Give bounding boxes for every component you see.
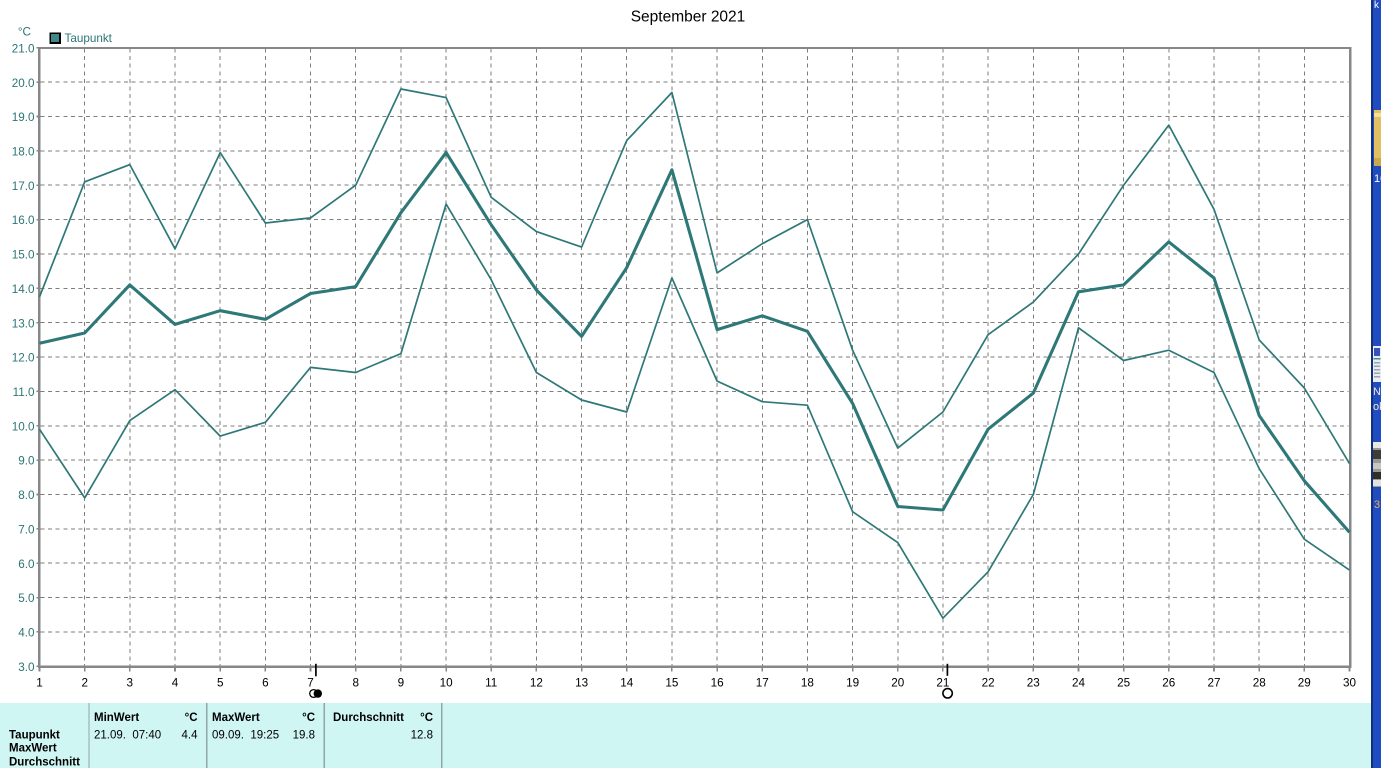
svg-text:21: 21	[936, 677, 949, 690]
svg-text:9.0: 9.0	[18, 455, 35, 468]
svg-text:10: 10	[1374, 173, 1381, 185]
svg-text:09.09. 19:25: 09.09. 19:25	[212, 730, 279, 742]
svg-text:12: 12	[530, 677, 543, 690]
svg-text:12.8: 12.8	[411, 730, 433, 742]
svg-text:16.0: 16.0	[12, 214, 35, 227]
svg-text:28: 28	[1253, 677, 1266, 690]
svg-text:6.0: 6.0	[18, 558, 35, 571]
svg-text:°C: °C	[420, 712, 433, 724]
svg-text:MaxWert: MaxWert	[212, 712, 260, 724]
svg-text:22: 22	[982, 677, 995, 690]
svg-text:12.0: 12.0	[12, 352, 35, 365]
svg-text:25: 25	[1117, 677, 1131, 690]
svg-text:10: 10	[440, 677, 454, 690]
svg-text:Durchschnitt: Durchschnitt	[9, 757, 80, 768]
svg-text:17: 17	[756, 677, 769, 690]
svg-text:17.0: 17.0	[12, 180, 35, 193]
svg-text:14: 14	[620, 677, 634, 690]
svg-text:27: 27	[1207, 677, 1220, 690]
svg-text:30: 30	[1343, 677, 1357, 690]
svg-text:18.0: 18.0	[12, 146, 35, 159]
svg-text:°C: °C	[185, 712, 198, 724]
svg-text:3: 3	[127, 677, 134, 690]
svg-text:20: 20	[891, 677, 905, 690]
svg-text:°C: °C	[302, 712, 315, 724]
svg-text:5: 5	[217, 677, 224, 690]
svg-text:11.0: 11.0	[13, 386, 35, 399]
svg-text:Taupunkt: Taupunkt	[65, 32, 113, 45]
svg-text:3.0: 3.0	[18, 661, 35, 674]
svg-text:5.0: 5.0	[18, 592, 35, 605]
svg-text:MinWert: MinWert	[94, 712, 139, 724]
svg-text:1: 1	[36, 677, 43, 690]
svg-text:°C: °C	[18, 26, 31, 39]
svg-text:19.8: 19.8	[293, 730, 315, 742]
svg-text:ok: ok	[1373, 401, 1381, 413]
svg-text:21.09. 07:40: 21.09. 07:40	[94, 730, 161, 742]
svg-text:k: k	[1374, 0, 1380, 11]
svg-text:18: 18	[801, 677, 814, 690]
svg-text:N: N	[1373, 386, 1381, 398]
svg-text:4: 4	[172, 677, 179, 690]
svg-text:11: 11	[485, 677, 497, 690]
svg-text:8: 8	[352, 677, 359, 690]
svg-text:7.0: 7.0	[18, 524, 35, 537]
svg-text:Taupunkt: Taupunkt	[9, 730, 60, 742]
svg-text:29: 29	[1298, 677, 1311, 690]
svg-text:23: 23	[1027, 677, 1040, 690]
svg-text:13.0: 13.0	[12, 317, 35, 330]
svg-text:13: 13	[575, 677, 588, 690]
svg-text:MaxWert: MaxWert	[9, 743, 57, 755]
svg-text:20.0: 20.0	[12, 77, 35, 90]
svg-text:2: 2	[81, 677, 88, 690]
svg-text:7: 7	[307, 677, 314, 690]
svg-text:15.0: 15.0	[12, 249, 35, 262]
svg-text:19.0: 19.0	[12, 111, 35, 124]
svg-text:6: 6	[262, 677, 269, 690]
svg-text:8.0: 8.0	[18, 489, 35, 502]
svg-text:24: 24	[1072, 677, 1086, 690]
svg-text:26: 26	[1162, 677, 1175, 690]
svg-text:10.0: 10.0	[12, 420, 35, 433]
svg-text:14.0: 14.0	[12, 283, 35, 296]
svg-text:4.0: 4.0	[18, 627, 35, 640]
svg-text:9: 9	[398, 677, 405, 690]
svg-text:21.0: 21.0	[12, 42, 35, 55]
svg-text:September 2021: September 2021	[631, 9, 746, 26]
svg-text:3: 3	[1374, 499, 1380, 511]
svg-text:15: 15	[665, 677, 679, 690]
svg-text:4.4: 4.4	[182, 730, 199, 742]
svg-text:16: 16	[711, 677, 724, 690]
svg-text:Durchschnitt: Durchschnitt	[333, 712, 404, 724]
svg-text:19: 19	[846, 677, 859, 690]
